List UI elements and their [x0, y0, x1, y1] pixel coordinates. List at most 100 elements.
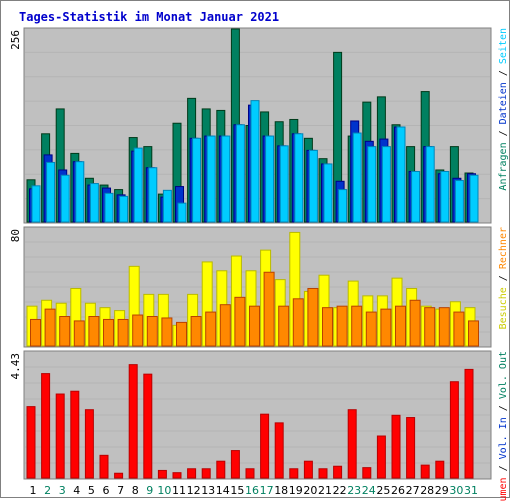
bar-seiten-day-8: [133, 147, 143, 223]
bar-seiten-day-13: [206, 135, 216, 223]
bar-volumen-day-23: [347, 409, 357, 479]
legend-entry: Anfragen: [498, 142, 509, 190]
bar-volumen-day-27: [406, 417, 416, 479]
bar-rechner-day-23: [351, 305, 363, 347]
bar-volumen-day-30: [449, 381, 459, 479]
bar-volumen-day-1: [26, 406, 36, 479]
y-max-label: 4.43: [9, 353, 22, 380]
bar-rechner-day-28: [424, 307, 436, 347]
bar-volumen-day-17: [260, 413, 270, 479]
legend-entry: Vol. Out: [498, 351, 509, 399]
bar-rechner-day-18: [278, 305, 290, 347]
bar-seiten-day-27: [411, 170, 421, 223]
x-tick-label: 15: [230, 484, 244, 497]
legend-entry: Besuche: [498, 287, 509, 329]
bar-seiten-day-20: [308, 149, 318, 223]
bar-seiten-day-23: [352, 132, 362, 223]
bar-rechner-day-16: [249, 305, 260, 347]
bar-seiten-day-30: [454, 180, 464, 223]
bar-rechner-day-11: [176, 321, 187, 347]
bar-rechner-day-24: [365, 311, 377, 347]
bar-rechner-day-10: [161, 317, 173, 347]
bar-rechner-day-4: [73, 320, 85, 347]
bar-volumen-day-6: [99, 454, 109, 479]
bar-rechner-day-12: [190, 316, 202, 347]
x-tick-label: 2: [44, 484, 51, 497]
bar-volumen-day-26: [391, 414, 401, 479]
x-tick-label: 29: [435, 484, 449, 497]
bar-rechner-day-31: [468, 320, 479, 347]
bar-seiten-day-16: [250, 100, 260, 223]
bar-rechner-day-22: [336, 305, 348, 347]
x-tick-label: 27: [406, 484, 420, 497]
bar-volumen-day-14: [216, 460, 226, 479]
bar-volumen-day-16: [245, 468, 255, 479]
bar-volumen-day-10: [157, 469, 167, 479]
legend-bot: Volumen / Vol. In / Vol. Out: [498, 351, 509, 501]
bar-seiten-day-2: [46, 161, 56, 223]
legend-entry: /: [498, 399, 509, 417]
chart-title: Tages-Statistik im Monat Januar 2021: [19, 10, 279, 24]
legend-entry: Rechner: [498, 227, 509, 269]
bar-volumen-day-19: [289, 468, 299, 479]
bar-volumen-day-28: [420, 464, 430, 479]
legend-top: Anfragen / Dateien / Seiten: [498, 28, 509, 191]
bar-seiten-day-17: [265, 135, 275, 223]
legend-entry: Seiten: [498, 28, 509, 64]
bar-seiten-day-25: [381, 146, 391, 223]
bar-seiten-day-10: [162, 189, 172, 223]
bar-volumen-day-12: [187, 468, 197, 479]
bar-seiten-day-19: [294, 133, 304, 223]
x-tick-label: 19: [289, 484, 303, 497]
bar-rechner-day-13: [205, 311, 217, 347]
bar-volumen-day-2: [41, 373, 51, 479]
x-tick-label: 30: [449, 484, 463, 497]
bar-volumen-day-5: [84, 409, 94, 479]
bar-volumen-day-22: [333, 465, 343, 479]
bar-rechner-day-6: [103, 318, 114, 347]
legend-entry: /: [498, 269, 509, 287]
x-tick-label: 23: [347, 484, 361, 497]
bar-rechner-day-17: [263, 271, 275, 347]
bar-seiten-day-6: [104, 192, 114, 223]
bar-rechner-day-27: [409, 299, 421, 347]
bar-volumen-day-24: [362, 467, 372, 479]
bar-seiten-day-22: [338, 189, 348, 223]
bar-volumen-day-3: [55, 393, 65, 479]
x-tick-label: 31: [464, 484, 478, 497]
x-tick-label: 3: [59, 484, 66, 497]
x-tick-label: 11: [172, 484, 186, 497]
bar-volumen-day-20: [303, 460, 313, 479]
bar-volumen-day-13: [201, 468, 211, 479]
x-tick-label: 20: [303, 484, 317, 497]
bar-rechner-day-2: [44, 308, 56, 347]
bar-rechner-day-25: [380, 308, 392, 347]
bar-seiten-day-4: [75, 161, 85, 223]
x-tick-label: 26: [391, 484, 405, 497]
x-tick-label: 4: [73, 484, 80, 497]
bar-seiten-day-14: [221, 135, 231, 223]
bar-seiten-day-15: [235, 124, 245, 223]
x-tick-label: 8: [132, 484, 139, 497]
bar-rechner-day-26: [395, 305, 406, 347]
x-tick-label: 5: [88, 484, 95, 497]
bar-volumen-day-25: [376, 435, 386, 479]
bar-seiten-day-29: [440, 170, 450, 223]
bar-rechner-day-7: [117, 318, 129, 347]
x-tick-label: 12: [187, 484, 201, 497]
legend-entry: Vol. In: [498, 417, 509, 459]
legend-entry: /: [498, 64, 509, 82]
legend-entry: /: [498, 459, 509, 477]
bar-rechner-day-14: [219, 304, 231, 347]
bar-seiten-day-3: [60, 174, 70, 223]
bar-rechner-day-15: [234, 296, 246, 347]
bar-volumen-day-15: [230, 450, 240, 479]
x-tick-label: 16: [245, 484, 259, 497]
bar-seiten-day-9: [148, 167, 158, 223]
legend-entry: /: [498, 124, 509, 142]
bar-volumen-day-9: [143, 373, 153, 479]
bar-volumen-day-8: [128, 364, 138, 479]
